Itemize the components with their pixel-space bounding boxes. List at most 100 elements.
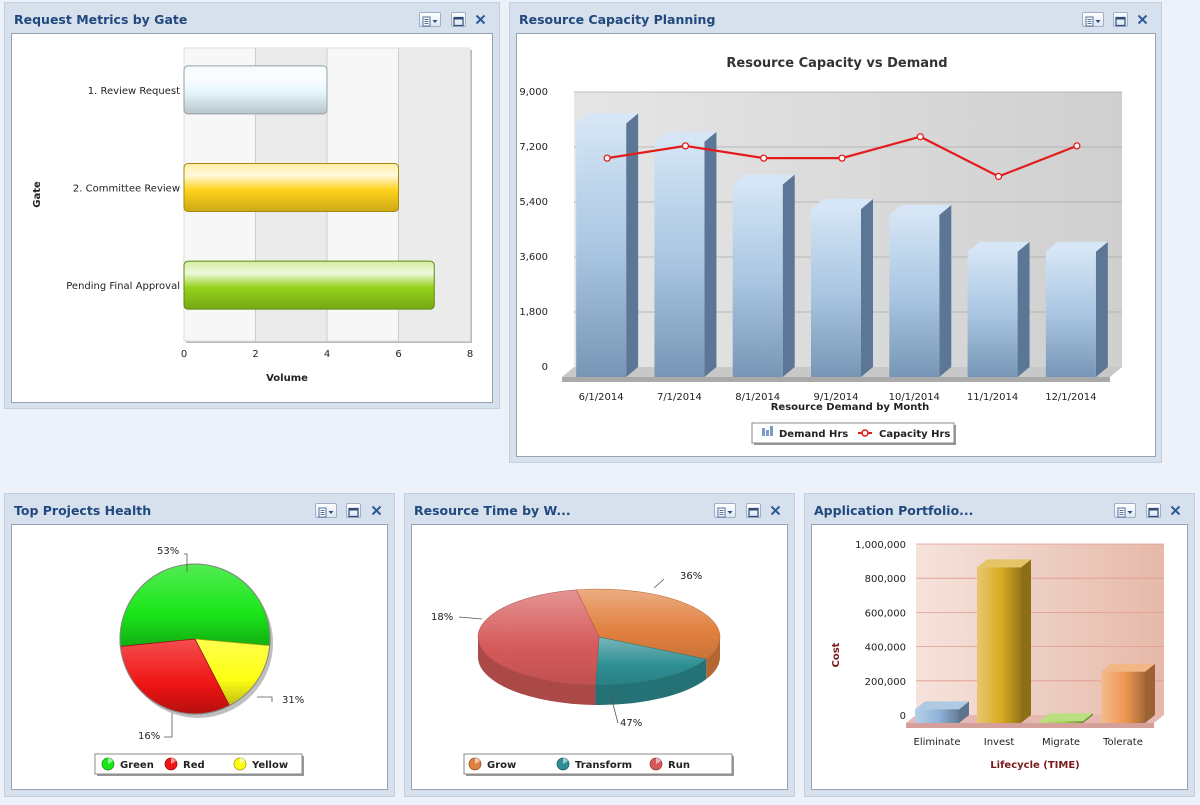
menu-dropdown-icon[interactable] — [419, 12, 441, 27]
y-tick-label: 0 — [542, 362, 548, 373]
projects-health-chart: 53% 31% 16% Green Red Yellow — [94, 546, 304, 776]
capacity-point — [916, 133, 924, 141]
legend-swatch-slice — [171, 758, 176, 764]
bar — [967, 251, 1018, 377]
portlet-title: Resource Time by W... — [414, 503, 571, 518]
y-tick-label: 9,000 — [519, 87, 548, 98]
x-tick-label: 9/1/2014 — [814, 392, 859, 403]
leader-line — [184, 553, 188, 572]
bar — [732, 184, 783, 377]
close-icon[interactable] — [1135, 12, 1150, 27]
legend-swatch-slice — [475, 758, 480, 764]
legend-swatch-demand-b — [766, 430, 769, 436]
maximize-icon[interactable] — [451, 12, 466, 27]
bar-top — [1045, 241, 1108, 252]
y-tick-label: 400,000 — [865, 643, 906, 654]
x-tick-label: 6 — [395, 349, 401, 360]
leader-line — [609, 692, 619, 724]
resource-time-chart: 36% 18% 47% Grow Transform Run — [431, 571, 734, 776]
x-tick-label: Invest — [984, 737, 1015, 748]
bar — [183, 260, 435, 310]
slice-label: 16% — [138, 731, 160, 742]
portlet-projects-health: Top Projects Health 53% 31% 16% Green Red Yel… — [4, 493, 395, 797]
leader-line — [653, 578, 665, 589]
y-axis-title: Cost — [831, 642, 842, 667]
chart-panel: 0 200,000 400,000 600,000 800,000 1,000,000 El… — [811, 524, 1188, 790]
legend-label: Demand Hrs — [779, 429, 848, 440]
bar-side — [626, 113, 639, 377]
x-tick-label: 8/1/2014 — [735, 392, 780, 403]
pie-slice — [119, 563, 271, 647]
y-tick-label: 600,000 — [865, 608, 906, 619]
portlet-app-portfolio: Application Portfolio... 0 200,000 400,000… — [804, 493, 1195, 797]
bar-side — [1145, 663, 1155, 723]
portlet-title: Top Projects Health — [14, 503, 152, 518]
maximize-icon[interactable] — [746, 503, 761, 518]
chart-title: Resource Capacity vs Demand — [726, 56, 947, 71]
legend-label: Capacity Hrs — [879, 429, 950, 440]
menu-dropdown-icon[interactable] — [1114, 503, 1136, 518]
y-tick-label: 1,000,000 — [855, 540, 906, 551]
portlet-title: Application Portfolio... — [814, 503, 974, 518]
maximize-icon[interactable] — [1113, 12, 1128, 27]
capacity-point — [838, 154, 846, 162]
close-icon[interactable] — [768, 503, 783, 518]
bar-side — [1095, 241, 1108, 377]
capacity-point — [681, 142, 690, 150]
x-tick-label: 0 — [181, 349, 187, 360]
bar-side — [959, 701, 969, 723]
bar — [977, 567, 1021, 723]
portlet-header: Request Metrics by Gate — [5, 3, 499, 35]
y-tick-label: 5,400 — [519, 197, 548, 208]
close-icon[interactable] — [369, 503, 384, 518]
close-icon[interactable] — [473, 12, 488, 27]
bar — [576, 123, 627, 377]
y-tick-label: 1,800 — [519, 307, 548, 318]
capacity-point — [760, 154, 768, 162]
legend-label: Transform — [575, 760, 632, 771]
bar — [915, 709, 959, 723]
y-tick-label: 0 — [900, 711, 906, 722]
legend-box — [751, 422, 955, 444]
x-tick-label: 2 — [252, 349, 258, 360]
y-tick-label: 7,200 — [519, 142, 548, 153]
menu-dropdown-icon[interactable] — [315, 503, 337, 518]
portlet-title: Request Metrics by Gate — [14, 12, 188, 27]
resource-capacity-chart: Resource Capacity vs Demand 0 1,800 3,600 5,… — [519, 56, 1122, 445]
slice-label: 18% — [431, 612, 453, 623]
x-tick-label: 7/1/2014 — [657, 392, 702, 403]
pie-slice — [575, 588, 721, 660]
menu-dropdown-icon[interactable] — [1082, 12, 1104, 27]
x-axis-title: Lifecycle (TIME) — [990, 760, 1079, 771]
bar — [1101, 671, 1145, 723]
leader-line — [458, 616, 483, 620]
legend-swatch-slice — [656, 758, 661, 764]
close-icon[interactable] — [1168, 503, 1183, 518]
pie-side — [595, 659, 707, 705]
menu-dropdown-icon[interactable] — [714, 503, 736, 518]
bar — [183, 163, 399, 212]
slice-label: 36% — [680, 571, 702, 582]
bar-side — [939, 205, 952, 377]
portlet-title: Resource Capacity Planning — [519, 12, 716, 27]
leader-line — [257, 696, 273, 702]
capacity-point — [1073, 142, 1081, 150]
legend-swatch-demand — [762, 428, 765, 436]
legend-label: Yellow — [251, 760, 288, 771]
plot-floor-edge — [562, 377, 1110, 382]
chart-panel: 0 2 4 6 8 1. Review Request 2. Committee Revie… — [11, 33, 493, 403]
bar-top — [576, 113, 639, 124]
bar-top — [977, 559, 1031, 568]
x-tick-label: Migrate — [1042, 737, 1080, 748]
pie-slice — [477, 589, 600, 686]
slice-label: 53% — [157, 546, 179, 557]
x-tick-label: 11/1/2014 — [967, 392, 1018, 403]
maximize-icon[interactable] — [346, 503, 361, 518]
leader-line — [164, 713, 173, 738]
y-axis-title: Gate — [32, 181, 43, 208]
chart-panel: 36% 18% 47% Grow Transform Run — [411, 524, 788, 790]
bar-side — [1083, 713, 1093, 723]
maximize-icon[interactable] — [1146, 503, 1161, 518]
bar-side — [1021, 559, 1031, 723]
bar — [183, 65, 328, 115]
